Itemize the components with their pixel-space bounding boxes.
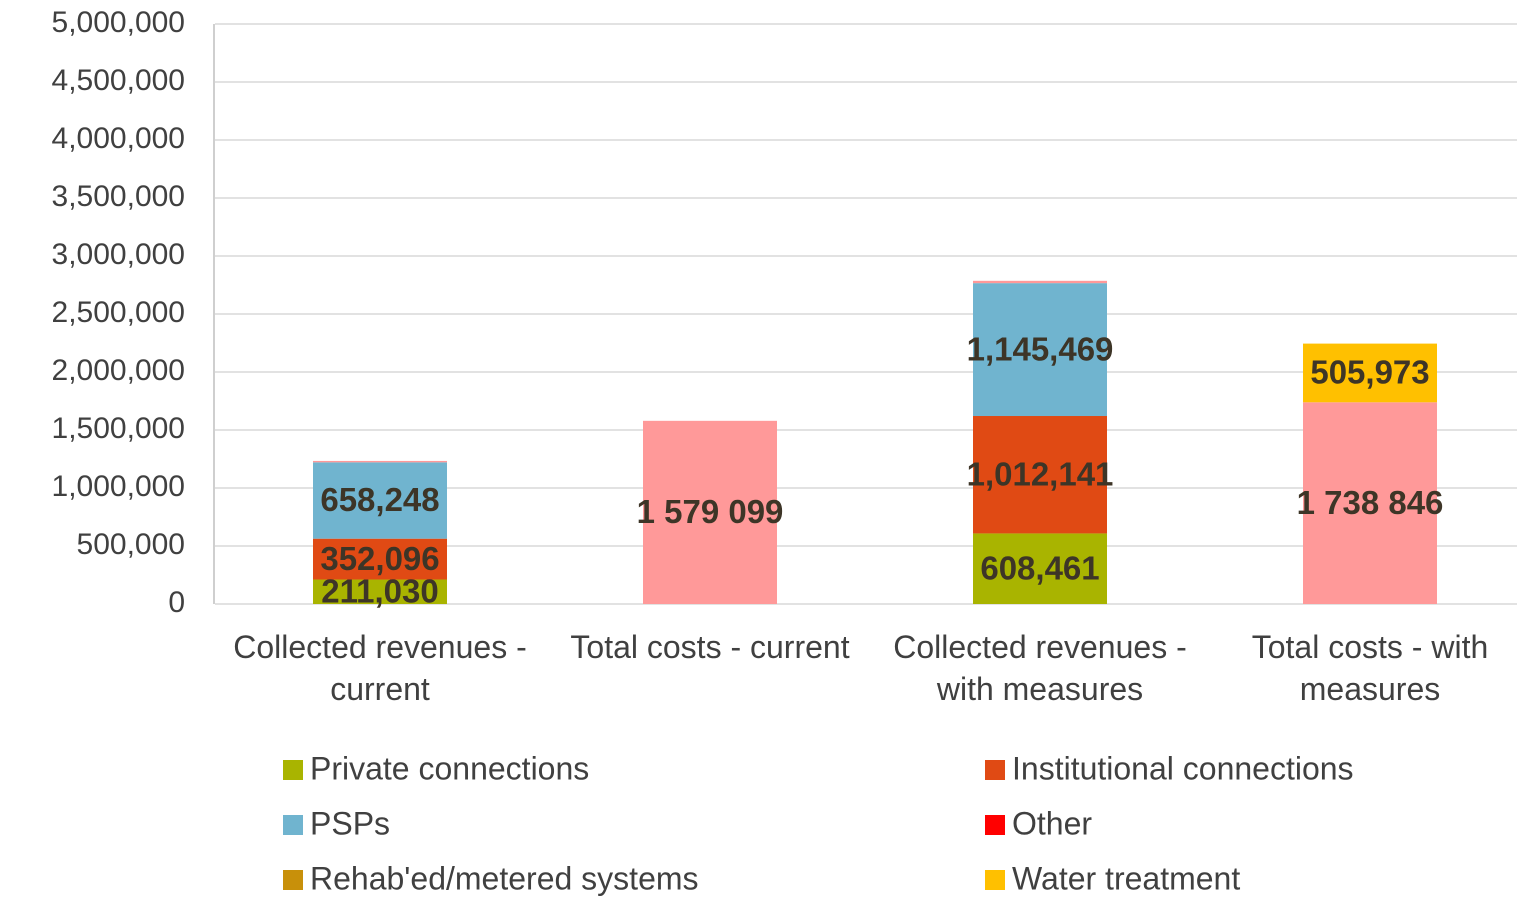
x-tick-label: Total costs - current	[570, 629, 849, 665]
x-tick-label: Collected revenues -with measures	[893, 629, 1186, 707]
legend-swatch	[283, 760, 303, 780]
x-tick-label: Collected revenues -current	[233, 629, 526, 707]
value-label: 211,030	[321, 572, 438, 609]
legend-label: Institutional connections	[1012, 750, 1354, 786]
legend-swatch	[283, 815, 303, 835]
y-tick-label: 4,500,000	[52, 64, 185, 97]
y-tick-label: 5,000,000	[52, 6, 185, 39]
bar-segment	[1303, 402, 1437, 604]
y-tick-label: 2,500,000	[52, 296, 185, 329]
y-tick-label: 3,500,000	[52, 180, 185, 213]
bar-segment	[313, 460, 447, 463]
value-label: 1,012,141	[967, 455, 1114, 492]
x-tick-label: Total costs - with measures	[1252, 629, 1489, 707]
value-label: 505,973	[1310, 354, 1429, 391]
bar-segment	[973, 280, 1107, 284]
value-label: 1,145,469	[967, 330, 1114, 367]
legend-swatch	[985, 760, 1005, 780]
y-tick-label: 4,000,000	[52, 122, 185, 155]
bar-segment	[313, 462, 447, 539]
bar-segment	[973, 283, 1107, 417]
bar-segment	[1303, 343, 1437, 403]
legend-label: PSPs	[310, 805, 390, 841]
bar-segment	[973, 533, 1107, 604]
bar-segment	[973, 416, 1107, 534]
bar-segment	[643, 420, 777, 604]
legend-swatch	[283, 870, 303, 890]
legend-label: Other	[1012, 805, 1092, 841]
legend-swatch	[985, 815, 1005, 835]
value-label: 352,096	[320, 540, 439, 577]
bar-segment	[313, 579, 447, 604]
legend-label: Private connections	[310, 750, 589, 786]
value-label: 658,248	[320, 481, 439, 518]
y-tick-label: 1,000,000	[52, 470, 185, 503]
legend-label: Rehab'ed/metered systems	[310, 860, 699, 896]
y-tick-label: 1,500,000	[52, 412, 185, 445]
value-label: 1 579 099	[637, 493, 784, 530]
bar-segment	[313, 538, 447, 580]
y-tick-label: 0	[168, 586, 185, 619]
y-tick-label: 3,000,000	[52, 238, 185, 271]
y-tick-label: 500,000	[77, 528, 185, 561]
legend-label: Water treatment	[1012, 860, 1240, 896]
value-label: 608,461	[980, 549, 1099, 586]
y-tick-label: 2,000,000	[52, 354, 185, 387]
legend-swatch	[985, 870, 1005, 890]
value-label: 1 738 846	[1297, 484, 1444, 521]
